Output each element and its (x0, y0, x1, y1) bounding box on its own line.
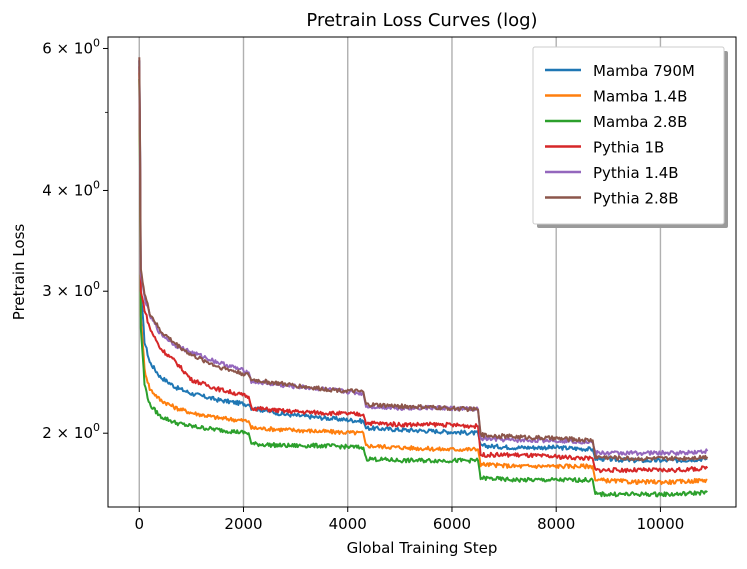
series-lines (138, 57, 709, 498)
x-tick-label: 0 (134, 515, 144, 533)
x-tick-label: 10000 (637, 515, 685, 533)
legend-label: Mamba 1.4B (593, 88, 687, 106)
x-axis-ticks: 0 2000 4000 6000 8000 10000 (134, 507, 684, 533)
y-axis-ticks: 2 × 100 3 × 100 4 × 100 6 × 100 (42, 36, 108, 442)
series-line-mamba-2-8b (138, 78, 708, 498)
legend-label: Pythia 1B (593, 139, 664, 157)
x-tick-label: 6000 (433, 515, 471, 533)
y-axis-label: Pretrain Loss (10, 224, 28, 321)
legend-label: Pythia 1.4B (593, 164, 679, 182)
legend-label: Mamba 2.8B (593, 113, 687, 131)
series-line-mamba-1-4b (138, 72, 708, 486)
x-axis-label: Global Training Step (347, 539, 498, 557)
y-tick-label: 3 × 100 (42, 279, 100, 300)
legend-label: Mamba 790M (593, 62, 695, 80)
legend-label: Pythia 2.8B (593, 190, 679, 208)
y-tick-label: 2 × 100 (42, 421, 100, 442)
y-tick-label: 6 × 100 (42, 36, 100, 57)
plot-frame (107, 36, 737, 508)
x-tick-label: 8000 (537, 515, 575, 533)
series-line-mamba-790m (138, 60, 708, 464)
x-tick-label: 2000 (224, 515, 262, 533)
x-tick-label: 4000 (329, 515, 367, 533)
series-line-pythia-1b (138, 66, 709, 474)
legend-box (532, 46, 725, 225)
chart-title: Pretrain Loss Curves (log) (306, 10, 537, 31)
y-tick-label: 4 × 100 (42, 178, 100, 199)
series-line-pythia-2-8b (138, 57, 709, 462)
legend: Mamba 790M Mamba 1.4B Mamba 2.8B Pythia 1B P… (532, 46, 728, 228)
